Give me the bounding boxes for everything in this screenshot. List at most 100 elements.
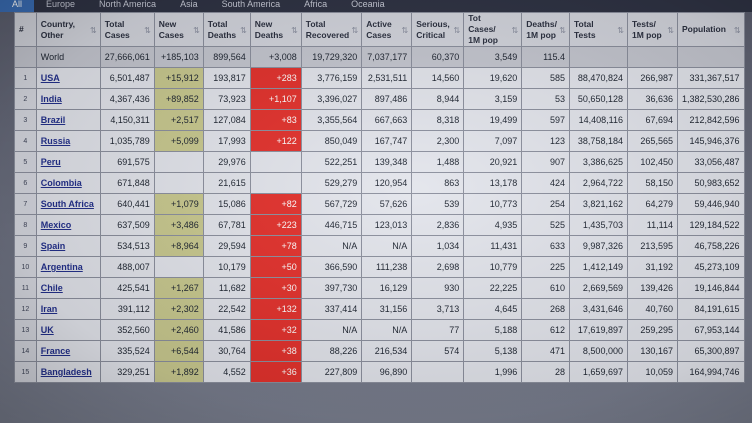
tab-north-america[interactable]: North America (99, 0, 157, 9)
country-link[interactable]: India (40, 94, 62, 104)
table-body: World 27,666,061 +185,103 899,564 +3,008… (14, 46, 745, 383)
new-cases-cell (153, 172, 204, 194)
serious-cell: 2,836 (411, 214, 465, 236)
serious-cell: 8,318 (411, 109, 465, 131)
country-link[interactable]: Peru (40, 157, 61, 167)
cases-per-million-cell: 13,178 (463, 172, 523, 194)
new-deaths-cell: +38 (249, 340, 302, 362)
serious-cell: 863 (411, 172, 465, 194)
total-recovered-cell: 3,396,027 (300, 88, 363, 110)
row-number: 14 (14, 340, 37, 362)
country-link[interactable]: Argentina (40, 262, 83, 272)
tab-asia[interactable]: Asia (180, 0, 198, 9)
tab-all[interactable]: All (0, 0, 35, 12)
total-deaths-cell: 67,781 (202, 214, 251, 236)
new-deaths-cell: +82 (249, 193, 302, 215)
total-cases-cell: 352,560 (99, 319, 155, 341)
total-deaths-cell: 15,086 (202, 193, 251, 215)
table-row: 9 Spain 534,513 +8,964 29,594 +78 N/A N/A 1,034 1… (14, 235, 745, 257)
header-tests-per-million[interactable]: Tests/ 1M pop ⇅ (626, 12, 678, 47)
total-cases-cell: 671,848 (99, 172, 155, 194)
header-new-cases[interactable]: New Cases ⇅ (153, 12, 204, 47)
table-row: 4 Russia 1,035,789 +5,099 17,993 +122 850,049 1… (14, 130, 745, 152)
serious-cell: 3,713 (411, 298, 465, 320)
tab-south-america[interactable]: South America (221, 0, 281, 9)
country-cell: Peru (35, 151, 101, 173)
header-total-tests[interactable]: Total Tests ⇅ (568, 12, 628, 47)
population-cell: 212,842,596 (676, 109, 745, 131)
total-recovered-cell: 19,729,320 (300, 46, 363, 68)
header-serious-critical[interactable]: Serious, Critical ⇅ (411, 12, 465, 47)
table-row: 8 Mexico 637,509 +3,486 67,781 +223 446,715 123… (14, 214, 745, 236)
new-cases-cell: +5,099 (153, 130, 204, 152)
header-total-cases[interactable]: Total Cases ⇅ (99, 12, 155, 47)
header-new-deaths[interactable]: New Deaths ⇅ (249, 12, 302, 47)
country-link[interactable]: Spain (40, 241, 66, 251)
country-link[interactable]: France (40, 346, 71, 356)
active-cases-cell: 111,238 (361, 256, 413, 278)
total-tests-cell: 3,386,625 (568, 151, 628, 173)
cases-per-million-cell: 5,138 (463, 340, 523, 362)
country-link[interactable]: Brazil (40, 115, 66, 125)
header-deaths-per-million[interactable]: Deaths/ 1M pop ⇅ (521, 12, 570, 47)
country-link[interactable]: UK (40, 325, 54, 335)
sort-arrows-icon: ⇅ (144, 25, 151, 35)
header-active-cases[interactable]: Active Cases ⇅ (361, 12, 413, 47)
cases-per-million-cell: 1,996 (463, 361, 523, 383)
total-recovered-cell: 366,590 (300, 256, 363, 278)
population-cell: 145,946,376 (676, 130, 745, 152)
total-recovered-cell: 88,226 (300, 340, 363, 362)
total-tests-cell: 88,470,824 (568, 67, 628, 89)
sort-arrows-icon: ⇅ (559, 25, 566, 35)
sort-arrows-icon: ⇅ (511, 25, 519, 35)
new-cases-cell: +2,460 (153, 319, 204, 341)
row-number: 9 (14, 235, 37, 257)
table-row: 5 Peru 691,575 29,976 522,251 139,348 1,488 20,… (14, 151, 745, 173)
header-cases-per-million[interactable]: Tot Cases/ 1M pop ⇅ (463, 12, 523, 47)
header-total-deaths[interactable]: Total Deaths ⇅ (202, 12, 251, 47)
row-number: 5 (14, 151, 37, 173)
country-link[interactable]: Chile (40, 283, 63, 293)
tests-per-million-cell: 40,760 (626, 298, 678, 320)
tests-per-million-cell: 64,279 (626, 193, 678, 215)
tab-europe[interactable]: Europe (46, 0, 76, 9)
serious-cell: 574 (411, 340, 465, 362)
total-recovered-cell: N/A (300, 319, 363, 341)
sort-arrows-icon: ⇅ (733, 25, 741, 35)
header-total-recovered[interactable]: Total Recovered ⇅ (300, 12, 363, 47)
total-recovered-cell: 227,809 (300, 361, 363, 383)
tests-per-million-cell: 130,167 (626, 340, 678, 362)
total-deaths-cell: 899,564 (202, 46, 251, 68)
header-country[interactable]: Country, Other ⇅ (35, 12, 101, 47)
row-number: 2 (14, 88, 37, 110)
country-link[interactable]: Mexico (40, 220, 72, 230)
country-link[interactable]: Bangladesh (40, 367, 92, 377)
tab-africa[interactable]: Africa (304, 0, 328, 9)
new-deaths-cell: +83 (249, 109, 302, 131)
table-row: 14 France 335,524 +6,544 30,764 +38 88,226 216,… (14, 340, 745, 362)
country-link[interactable]: Iran (40, 304, 58, 314)
header-population[interactable]: Population ⇅ (676, 12, 745, 47)
tests-per-million-cell: 139,426 (626, 277, 678, 299)
tab-oceania[interactable]: Oceania (351, 0, 385, 9)
population-cell: 19,146,844 (676, 277, 745, 299)
country-link[interactable]: South Africa (40, 199, 94, 209)
country-link[interactable]: USA (40, 73, 60, 83)
new-cases-cell: +3,486 (153, 214, 204, 236)
country-cell: UK (35, 319, 101, 341)
population-cell: 331,367,517 (676, 67, 745, 89)
country-link[interactable]: Russia (40, 136, 71, 146)
total-deaths-cell: 21,615 (202, 172, 251, 194)
header-num[interactable]: # (14, 12, 37, 47)
table-row: 10 Argentina 488,007 10,179 +50 366,590 111,23… (14, 256, 745, 278)
total-recovered-cell: 3,355,564 (300, 109, 363, 131)
world-row: World 27,666,061 +185,103 899,564 +3,008… (14, 46, 745, 68)
total-cases-cell: 425,541 (99, 277, 155, 299)
population-cell: 65,300,897 (676, 340, 745, 362)
covid-stats-table: # Country, Other ⇅ Total Cases ⇅ New Cases… (14, 12, 745, 383)
country-link[interactable]: Colombia (40, 178, 82, 188)
total-cases-cell: 335,524 (99, 340, 155, 362)
deaths-per-million-cell: 28 (521, 361, 570, 383)
total-cases-cell: 27,666,061 (99, 46, 155, 68)
